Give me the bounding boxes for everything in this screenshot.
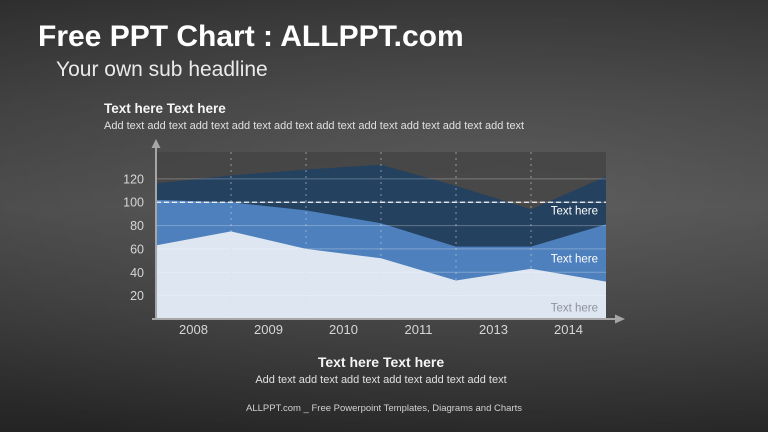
y-tick-label-20: 20 [130,289,144,303]
series-label-0: Text here [551,205,598,217]
chart-plot-background [156,152,606,319]
y-tick-label-60: 60 [130,242,144,256]
area-series-middle [156,199,606,319]
slide-title: Free PPT Chart : ALLPPT.com [38,20,464,53]
y-tick-label-100: 100 [123,196,144,210]
x-axis-arrow-icon [615,314,625,324]
top-note: Text here Text here Add text add text ad… [104,101,524,132]
bottom-note-heading: Text here Text here [317,354,445,370]
x-tick-label-2010: 2010 [329,322,358,337]
bottom-note-body: Add text add text add text add text add … [255,374,507,386]
footer-credit: ALLPPT.com _ Free Powerpoint Templates, … [246,403,522,414]
bottom-note: Text here Text here Add text add text ad… [156,354,606,386]
y-tick-label-80: 80 [130,219,144,233]
x-tick-label-2014: 2014 [554,322,583,337]
y-tick-label-40: 40 [130,266,144,280]
series-label-1: Text here [551,253,598,265]
slide-subtitle: Your own sub headline [56,58,268,81]
series-label-2: Text here [551,302,598,314]
top-note-body: Add text add text add text add text add … [104,120,525,132]
top-note-heading: Text here Text here [104,101,226,116]
area-series-back [156,164,606,319]
y-axis-arrow-icon [151,139,161,148]
area-series-front [156,231,606,319]
y-tick-label-120: 120 [123,172,144,186]
x-tick-label-2008: 2008 [179,322,208,337]
x-tick-label-2011: 2011 [405,322,433,337]
x-tick-label-2013: 2013 [479,322,508,337]
x-tick-label-2009: 2009 [254,322,283,337]
